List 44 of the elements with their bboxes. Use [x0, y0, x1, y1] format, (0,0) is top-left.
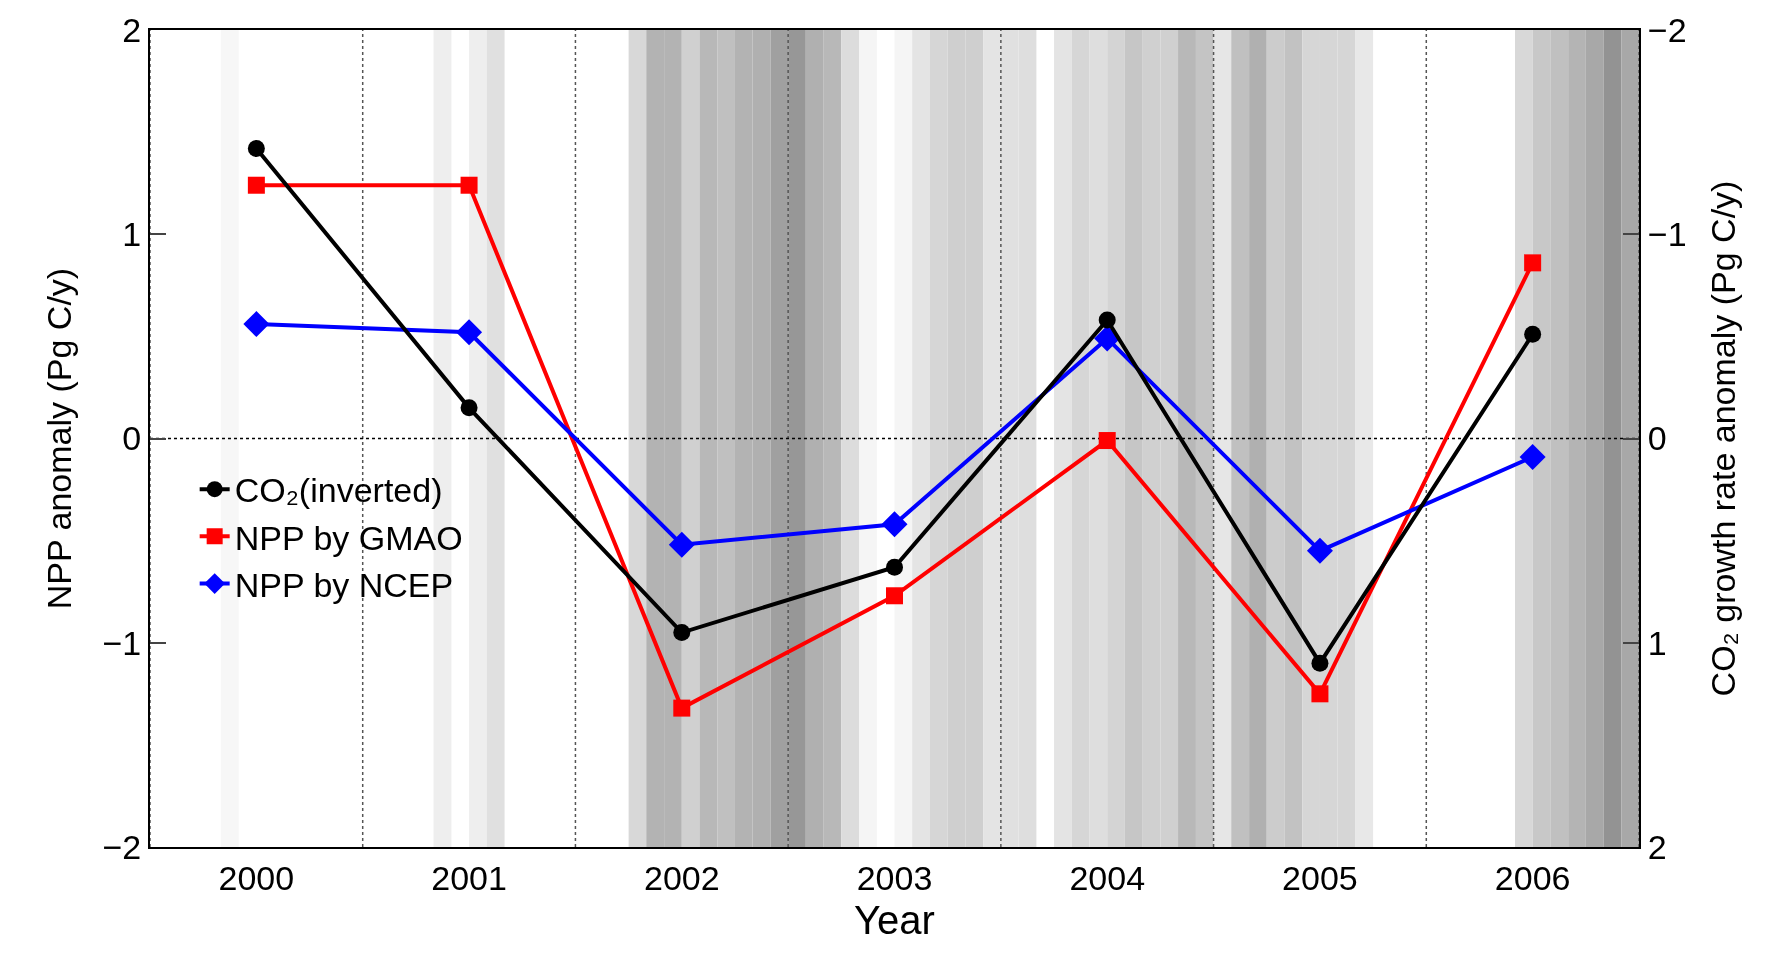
x-axis-title: Year	[854, 897, 935, 942]
point	[886, 587, 903, 605]
y-tick-label: 0	[122, 419, 142, 458]
y-tick-label: −2	[102, 827, 142, 866]
point	[1519, 443, 1546, 470]
y2-tick-label: −2	[1647, 10, 1687, 49]
point	[1524, 325, 1542, 343]
point	[1524, 254, 1542, 272]
legend-label: NPP by NCEP	[234, 565, 454, 604]
y-tick-label: 1	[122, 215, 142, 254]
point	[673, 624, 691, 642]
point	[247, 139, 265, 157]
y-tick-label: −1	[102, 623, 142, 662]
point	[1098, 311, 1116, 329]
point	[456, 319, 483, 346]
y2-tick-label: −1	[1647, 215, 1687, 254]
x-tick-label: 2006	[1494, 858, 1571, 897]
x-tick-label: 2002	[643, 858, 720, 897]
point	[881, 511, 908, 538]
y2-tick-label: 0	[1647, 419, 1667, 458]
x-tick-label: 2000	[218, 858, 295, 897]
point	[1094, 325, 1121, 352]
point	[460, 176, 478, 194]
legend-label: NPP by GMAO	[234, 518, 463, 557]
point	[460, 399, 478, 417]
y-tick-label: 2	[122, 10, 142, 49]
x-tick-label: 2004	[1069, 858, 1146, 897]
x-tick-label: 2005	[1282, 858, 1358, 897]
point	[1311, 654, 1329, 672]
y2-tick-label: 2	[1647, 827, 1667, 866]
point	[886, 558, 903, 576]
x-tick-label: 2001	[431, 858, 507, 897]
point	[673, 699, 691, 717]
y-axis-title: NPP anomaly (Pg C/y)	[40, 267, 78, 610]
x-tick-label: 2003	[856, 858, 933, 897]
point	[1311, 685, 1329, 703]
point	[1306, 537, 1333, 564]
point	[243, 311, 270, 338]
legend-label: CO₂(inverted)	[234, 471, 443, 510]
point	[668, 531, 695, 558]
point	[1098, 432, 1116, 450]
point	[247, 176, 265, 194]
y2-tick-label: 1	[1647, 623, 1667, 662]
y2-axis-title: CO₂ growth rate anomaly (Pg C/y)	[1704, 180, 1742, 697]
